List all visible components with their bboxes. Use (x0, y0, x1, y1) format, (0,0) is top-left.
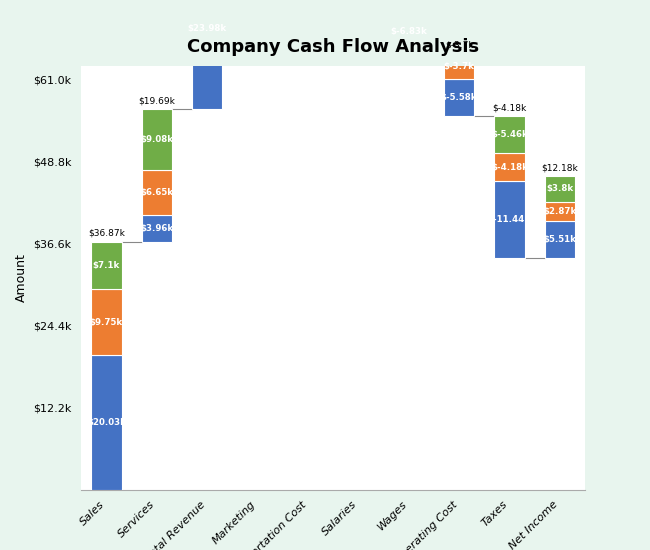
Text: $-11.44k: $-11.44k (488, 215, 531, 224)
Text: $9.75k: $9.75k (90, 317, 123, 327)
Text: $3.8k: $3.8k (546, 184, 573, 194)
Bar (393, 8, 424, 54)
Text: $-5.46k: $-5.46k (491, 130, 528, 139)
Bar (444, 54, 474, 79)
Bar (444, 79, 474, 117)
Y-axis label: Amount: Amount (14, 254, 27, 302)
Text: $-3.7k: $-3.7k (445, 41, 473, 50)
Bar (545, 221, 575, 258)
Bar (192, 0, 222, 109)
Bar (142, 215, 172, 241)
Bar (142, 170, 172, 215)
Text: $12.18k: $12.18k (541, 163, 578, 172)
Text: $19.69k: $19.69k (138, 96, 176, 105)
Bar (545, 176, 575, 202)
Text: $7.1k: $7.1k (93, 261, 120, 270)
Bar (545, 202, 575, 221)
Text: $5.51k: $5.51k (543, 235, 577, 244)
Bar (494, 117, 525, 153)
Text: $6.65k: $6.65k (140, 188, 174, 197)
Text: $23.98k: $23.98k (188, 24, 227, 33)
Bar (393, 0, 424, 8)
Text: $2.87k: $2.87k (543, 207, 577, 216)
Text: $-4.18k: $-4.18k (492, 103, 526, 112)
Bar (91, 241, 122, 289)
Bar (142, 109, 172, 170)
Bar (494, 181, 525, 258)
Title: Company Cash Flow Analysis: Company Cash Flow Analysis (187, 38, 479, 56)
Text: $-3.7k: $-3.7k (443, 62, 474, 71)
Text: $9.08k: $9.08k (140, 135, 174, 144)
Bar (91, 289, 122, 355)
Text: $20.03k: $20.03k (87, 417, 126, 427)
Text: $-4.18k: $-4.18k (491, 163, 528, 172)
Text: $36.87k: $36.87k (88, 229, 125, 238)
Bar (91, 355, 122, 490)
Bar (494, 153, 525, 181)
Text: $-3.51k: $-3.51k (390, 0, 427, 1)
Text: $3.96k: $3.96k (140, 224, 174, 233)
Text: $-5.58k: $-5.58k (441, 93, 477, 102)
Text: $-6.83k: $-6.83k (390, 26, 427, 36)
